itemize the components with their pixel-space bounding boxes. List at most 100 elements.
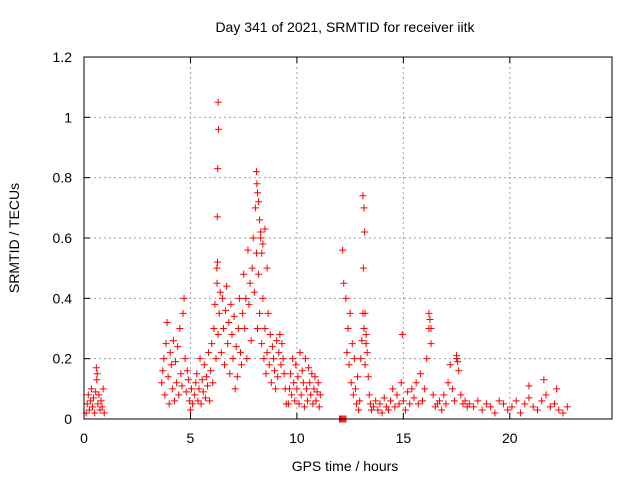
data-point [358,337,366,345]
data-point [252,168,260,176]
data-point [360,204,368,212]
data-point [306,379,314,387]
data-point [426,315,434,323]
data-point [260,355,268,363]
data-point [495,397,503,405]
data-point [416,370,424,378]
data-point [251,204,259,212]
x-tick-label: 15 [396,430,412,446]
data-point [243,355,251,363]
data-point [393,391,401,399]
y-tick-label: 0 [64,411,72,427]
data-point [361,361,369,369]
data-point [349,391,357,399]
data-point [351,385,359,393]
data-point [263,264,271,272]
data-point [208,340,216,348]
data-point [395,400,403,408]
data-point [213,213,221,221]
data-point [267,379,275,387]
data-point [309,400,317,408]
data-point [240,270,248,278]
data-point [387,397,395,405]
data-point [180,294,188,302]
data-point [248,264,256,272]
data-point [213,258,221,266]
data-point [455,367,463,375]
data-point [188,385,196,393]
data-point [504,406,512,414]
data-point [279,355,287,363]
data-point [295,400,303,408]
data-point [277,361,285,369]
data-point [226,370,234,378]
data-point [167,361,175,369]
data-point [404,388,412,396]
data-point [372,397,380,405]
data-point [540,376,548,384]
data-point [231,385,239,393]
data-point [397,379,405,387]
data-point [184,376,192,384]
data-point [182,388,190,396]
data-point [512,397,520,405]
data-point [391,403,399,411]
data-point [232,343,240,351]
data-point [256,309,264,317]
data-point [525,382,533,390]
data-point [453,352,461,360]
data-point [218,294,226,302]
data-point [168,385,176,393]
data-point [247,337,255,345]
data-point [311,373,319,381]
data-point [99,385,107,393]
data-point [274,373,282,381]
data-point [217,349,225,357]
axis-ticks: 0 0.2 0.4 0.6 0.8 1 1.2 0 5 10 15 20 [53,49,612,446]
data-point [300,403,308,411]
x-tick-label: 5 [187,430,195,446]
data-point [214,165,222,173]
data-point [354,373,362,381]
data-point [298,367,306,375]
data-point [343,349,351,357]
data-point [423,355,431,363]
data-point [230,312,238,320]
data-point [175,391,183,399]
data-point [239,309,247,317]
data-point [289,355,297,363]
data-point [272,385,280,393]
data-point [442,400,450,408]
data-point [257,228,265,236]
data-point [348,340,356,348]
data-point [410,394,418,402]
data-point [398,331,406,339]
data-point [533,406,541,414]
data-point [100,409,108,417]
data-point [87,385,95,393]
data-point [312,397,320,405]
data-point [276,331,284,339]
data-point [92,364,100,372]
data-point [429,391,437,399]
data-point [160,355,168,363]
data-point [293,385,301,393]
data-point [93,370,101,378]
data-point [292,361,300,369]
data-point [446,361,454,369]
data-point [271,367,279,375]
data-point [290,379,298,387]
data-point [211,300,219,308]
data-point [244,246,252,254]
data-point [440,391,448,399]
data-point [406,400,414,408]
data-point [563,403,571,411]
data-point [245,300,253,308]
y-tick-label: 0.6 [53,230,73,246]
data-point [176,325,184,332]
data-point [316,391,324,399]
data-point [92,388,100,396]
data-point [357,355,365,363]
data-point [275,349,283,357]
data-point [215,125,223,133]
